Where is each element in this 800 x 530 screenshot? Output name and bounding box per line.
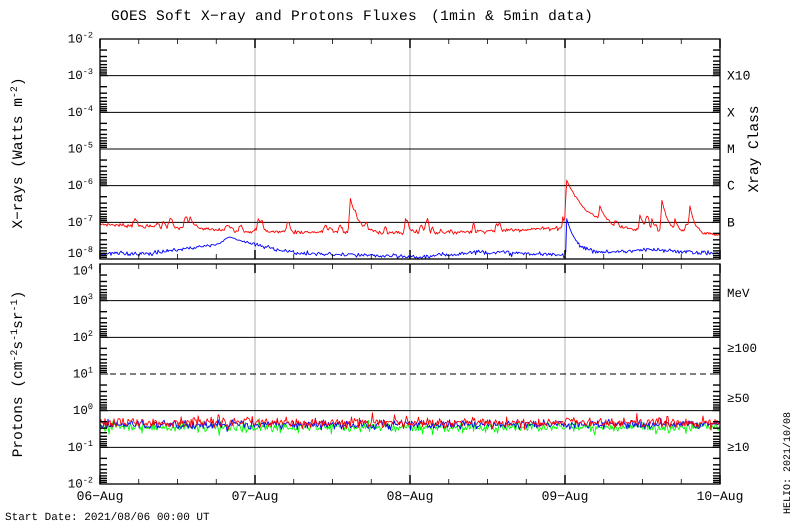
svg-text:X−rays (Watts m-2): X−rays (Watts m-2)	[10, 77, 27, 228]
svg-text:07−Aug: 07−Aug	[232, 489, 279, 504]
svg-text:08−Aug: 08−Aug	[387, 489, 434, 504]
svg-text:06−Aug: 06−Aug	[77, 489, 124, 504]
svg-text:≥10: ≥10	[727, 441, 750, 455]
svg-text:C: C	[727, 179, 735, 194]
svg-text:MeV: MeV	[727, 287, 750, 301]
svg-text:B: B	[727, 215, 735, 230]
svg-text:Xray Class: Xray Class	[747, 105, 763, 192]
svg-text:≥50: ≥50	[727, 392, 750, 406]
svg-text:HELIO: 2021/10/08: HELIO: 2021/10/08	[782, 412, 794, 514]
svg-text:10−Aug: 10−Aug	[697, 489, 744, 504]
svg-text:X10: X10	[727, 69, 750, 84]
svg-text:X: X	[727, 105, 735, 120]
svg-text:≥100: ≥100	[727, 342, 757, 356]
svg-text:09−Aug: 09−Aug	[542, 489, 589, 504]
svg-text:M: M	[727, 142, 735, 157]
svg-text:Start Date: 2021/08/06 00:00 U: Start Date: 2021/08/06 00:00 UT	[5, 512, 210, 524]
svg-text:GOES Soft X−ray and Protons Fl: GOES Soft X−ray and Protons Fluxes (1min …	[111, 9, 593, 25]
svg-text:Protons (cm-2s-1sr-1): Protons (cm-2s-1sr-1)	[10, 291, 27, 458]
